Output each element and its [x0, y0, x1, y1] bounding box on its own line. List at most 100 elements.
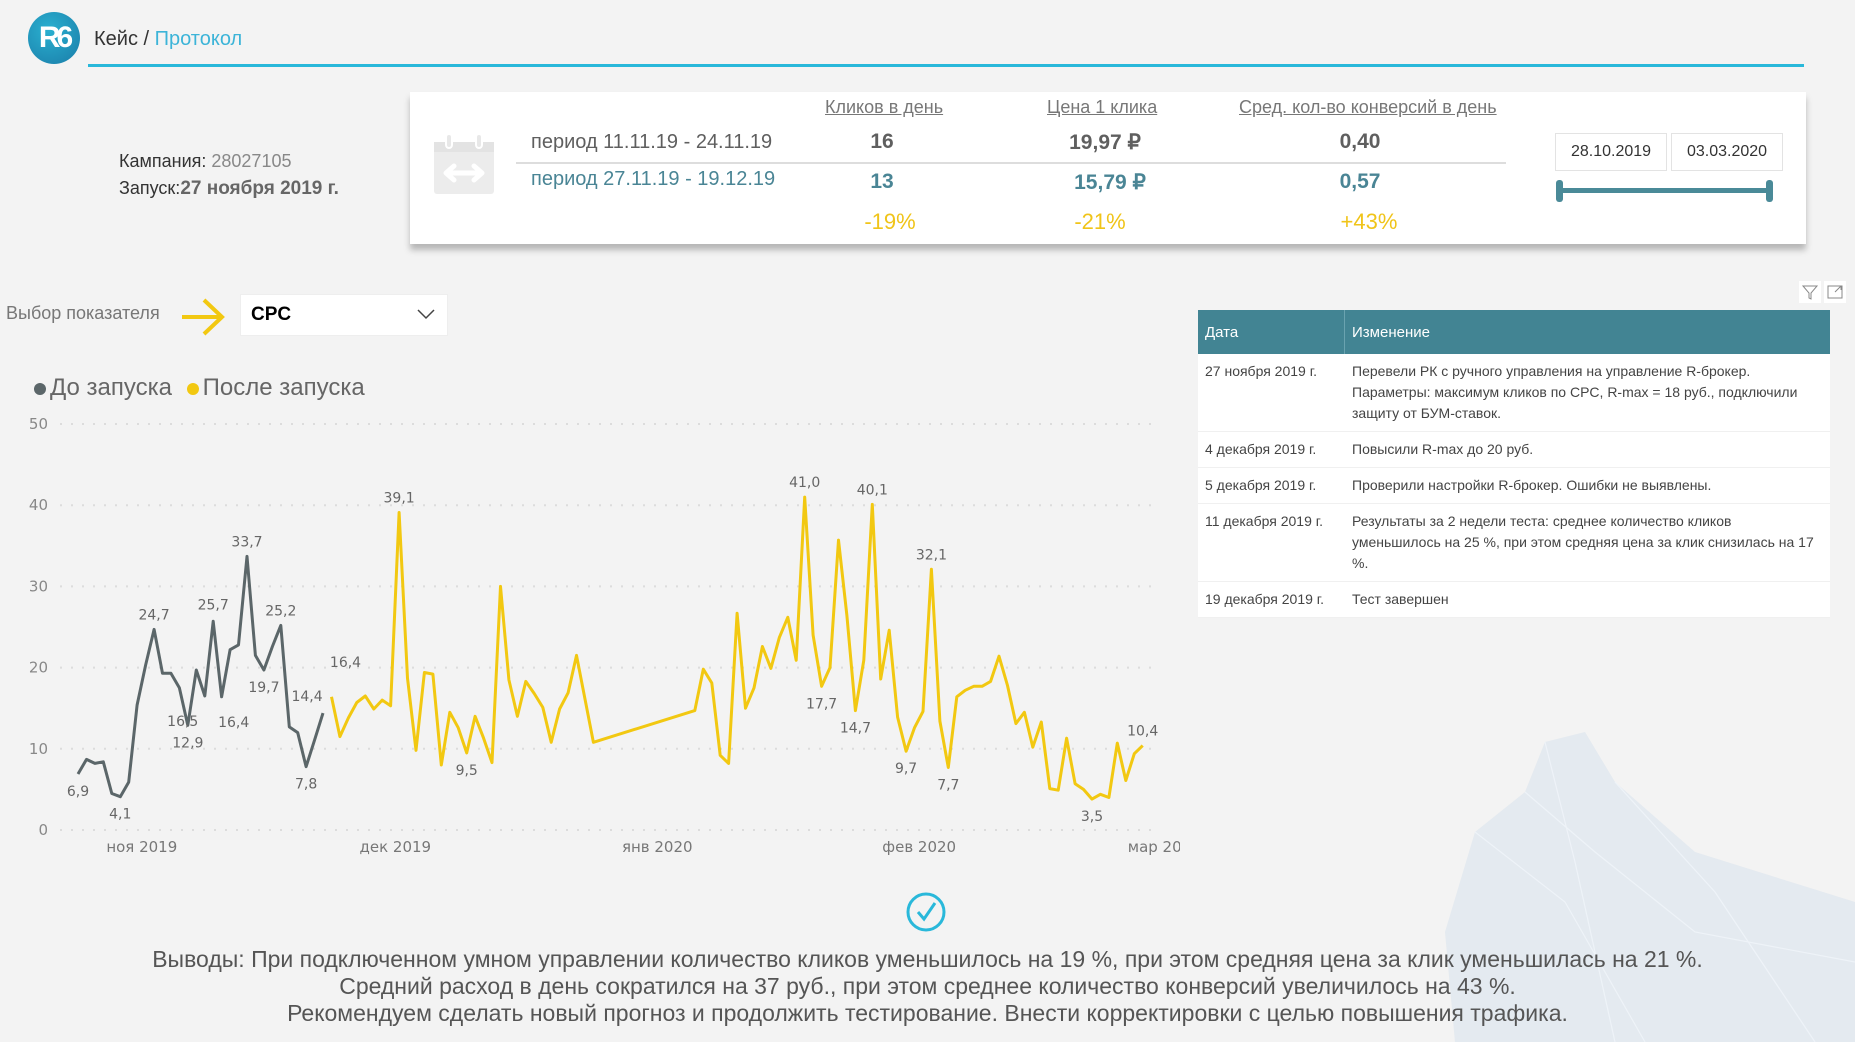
legend-dot-icon	[186, 382, 199, 395]
campaign-label: Кампания	[119, 151, 202, 171]
conclusion-text: Выводы: При подключенном умном управлени…	[0, 946, 1855, 1027]
cell-change: Результаты за 2 недели теста: среднее ко…	[1352, 513, 1814, 571]
y-tick-label: 20	[29, 659, 48, 677]
after-clicks: 13	[870, 170, 894, 193]
data-label: 25,2	[265, 603, 296, 619]
data-label: 4,1	[109, 807, 131, 823]
after-conversions: 0,57	[1339, 170, 1381, 193]
breadcrumb-root[interactable]: Кейс	[94, 28, 138, 50]
y-tick-label: 0	[38, 821, 48, 839]
table-row: 27 ноября 2019 г. Перевели РК с ручного у…	[1198, 354, 1830, 432]
data-label: 14,4	[291, 689, 322, 705]
data-label: 25,7	[198, 597, 229, 613]
change-conversions: +43%	[1340, 209, 1398, 234]
table-row: 19 декабря 2019 г. Тест завершен	[1198, 582, 1830, 618]
arrow-right-icon	[182, 298, 225, 336]
legend-label: До запуска	[50, 374, 172, 401]
data-label: 7,7	[937, 777, 959, 793]
table-row: 5 декабря 2019 г. Проверили настройки R-б…	[1198, 468, 1830, 504]
campaign-id: 28027105	[211, 151, 292, 171]
data-label: 14,7	[840, 721, 871, 737]
header-divider	[88, 64, 1804, 67]
chart-legend: До запуска После запуска	[34, 374, 365, 402]
data-label: 19,7	[248, 680, 279, 696]
cell-date: 5 декабря 2019 г.	[1205, 477, 1317, 493]
data-label: 17,7	[806, 696, 837, 712]
date-start-input[interactable]: 28.10.2019	[1555, 133, 1667, 171]
metric-selector-label: Выбор показателя	[6, 303, 160, 323]
before-cpc: 19,97 ₽	[1069, 131, 1141, 154]
changes-table: Дата Изменение 27 ноября 2019 г. Перевели…	[1198, 310, 1830, 618]
campaign-info: Кампания: 28027105 Запуск:27 ноября 2019…	[119, 151, 339, 199]
legend-item-before[interactable]: До запуска	[34, 374, 172, 401]
before-conversions: 0,40	[1339, 130, 1381, 153]
breadcrumb-current[interactable]: Протокол	[154, 28, 243, 50]
cell-change: Повысили R-max до 20 руб.	[1352, 441, 1534, 457]
col-clicks-per-day[interactable]: Кликов в день	[825, 97, 944, 117]
x-tick-label: янв 2020	[622, 838, 693, 856]
date-range-slider[interactable]	[1560, 188, 1768, 193]
data-label: 6,9	[67, 784, 89, 800]
legend-item-after[interactable]: После запуска	[186, 374, 365, 401]
change-cpc: -21%	[1074, 209, 1126, 234]
conclusion-line: Средний расход в день сократился на 37 р…	[339, 973, 1516, 999]
launch-label: Запуск:	[119, 178, 181, 198]
legend-dot-icon	[34, 382, 46, 395]
chevron-down-icon	[417, 309, 435, 320]
chart-lines	[76, 495, 1144, 801]
col-avg-conversions[interactable]: Сред. кол-во конверсий в день	[1239, 97, 1497, 117]
date-slider-start-handle[interactable]	[1556, 180, 1563, 202]
date-slider-end-handle[interactable]	[1766, 180, 1773, 202]
legend-label: После запуска	[202, 374, 365, 401]
conclusion-line: Рекомендуем сделать новый прогноз и прод…	[287, 1000, 1568, 1026]
data-label: 10,4	[1127, 724, 1158, 740]
header-change[interactable]: Изменение	[1352, 324, 1430, 341]
y-tick-label: 10	[29, 740, 48, 758]
col-cost-per-click[interactable]: Цена 1 клика	[1047, 97, 1158, 117]
hero-illustration	[1445, 732, 1855, 1042]
check-circle-icon	[906, 892, 946, 932]
data-label: 16,4	[218, 715, 249, 731]
before-clicks: 16	[870, 130, 894, 153]
y-axis: 0 10 20 30 40 50	[29, 415, 48, 839]
filter-icon[interactable]	[1799, 281, 1821, 303]
card-divider	[516, 162, 1506, 164]
breadcrumb: Кейс / Протокол	[94, 28, 242, 51]
focus-mode-icon[interactable]	[1824, 281, 1846, 303]
cell-date: 11 декабря 2019 г.	[1205, 513, 1324, 529]
cpc-line-chart: 0 10 20 30 40 50 ноя 2019 дек 2019 янв 2020 фев …	[29, 415, 1180, 856]
data-label: 9,7	[895, 761, 917, 777]
y-tick-label: 50	[29, 415, 48, 433]
launch-date: 27 ноября 2019 г.	[180, 178, 339, 199]
metric-dropdown-value: CPC	[251, 304, 292, 325]
period-after-label: период 27.11.19 - 19.12.19	[531, 168, 776, 190]
r6-logo: R6	[28, 12, 80, 64]
data-label: 9,5	[456, 763, 478, 779]
x-tick-label: фев 2020	[882, 838, 956, 856]
table-row: 4 декабря 2019 г. Повысили R-max до 20 ру…	[1198, 432, 1830, 468]
date-end-input[interactable]: 03.03.2020	[1671, 133, 1783, 171]
data-label: 12,9	[172, 735, 203, 751]
table-row: 11 декабря 2019 г. Результаты за 2 недели…	[1198, 504, 1830, 582]
data-label: 39,1	[384, 491, 415, 507]
chart-grid	[60, 423, 1160, 831]
data-labels: 6,9 4,1 24,7 12,9 16,5 25,7 16,4 33,7 19,7 25,2 7,…	[67, 475, 1159, 825]
y-tick-label: 40	[29, 496, 48, 514]
data-label: 33,7	[231, 534, 262, 550]
conclusion-line: Выводы: При подключенном умном управлени…	[152, 946, 1703, 972]
cell-date: 4 декабря 2019 г.	[1205, 441, 1317, 457]
x-tick-label: ноя 2019	[106, 838, 177, 856]
data-label: 32,1	[916, 547, 947, 563]
x-tick-label: мар 2020	[1128, 838, 1180, 856]
series-line-0	[76, 554, 325, 799]
cell-change: Перевели РК с ручного управления на упра…	[1352, 363, 1798, 421]
visual-toolbar	[1796, 281, 1846, 307]
period-before-label: период 11.11.19 - 24.11.19	[531, 131, 773, 153]
cell-date: 27 ноября 2019 г.	[1205, 363, 1317, 379]
data-label: 40,1	[857, 482, 888, 498]
x-tick-label: дек 2019	[359, 838, 431, 856]
cell-date: 19 декабря 2019 г.	[1205, 591, 1325, 607]
metric-dropdown[interactable]: CPC	[240, 294, 448, 336]
x-axis: ноя 2019 дек 2019 янв 2020 фев 2020 мар 2020	[106, 838, 1180, 856]
header-date[interactable]: Дата	[1198, 310, 1345, 354]
